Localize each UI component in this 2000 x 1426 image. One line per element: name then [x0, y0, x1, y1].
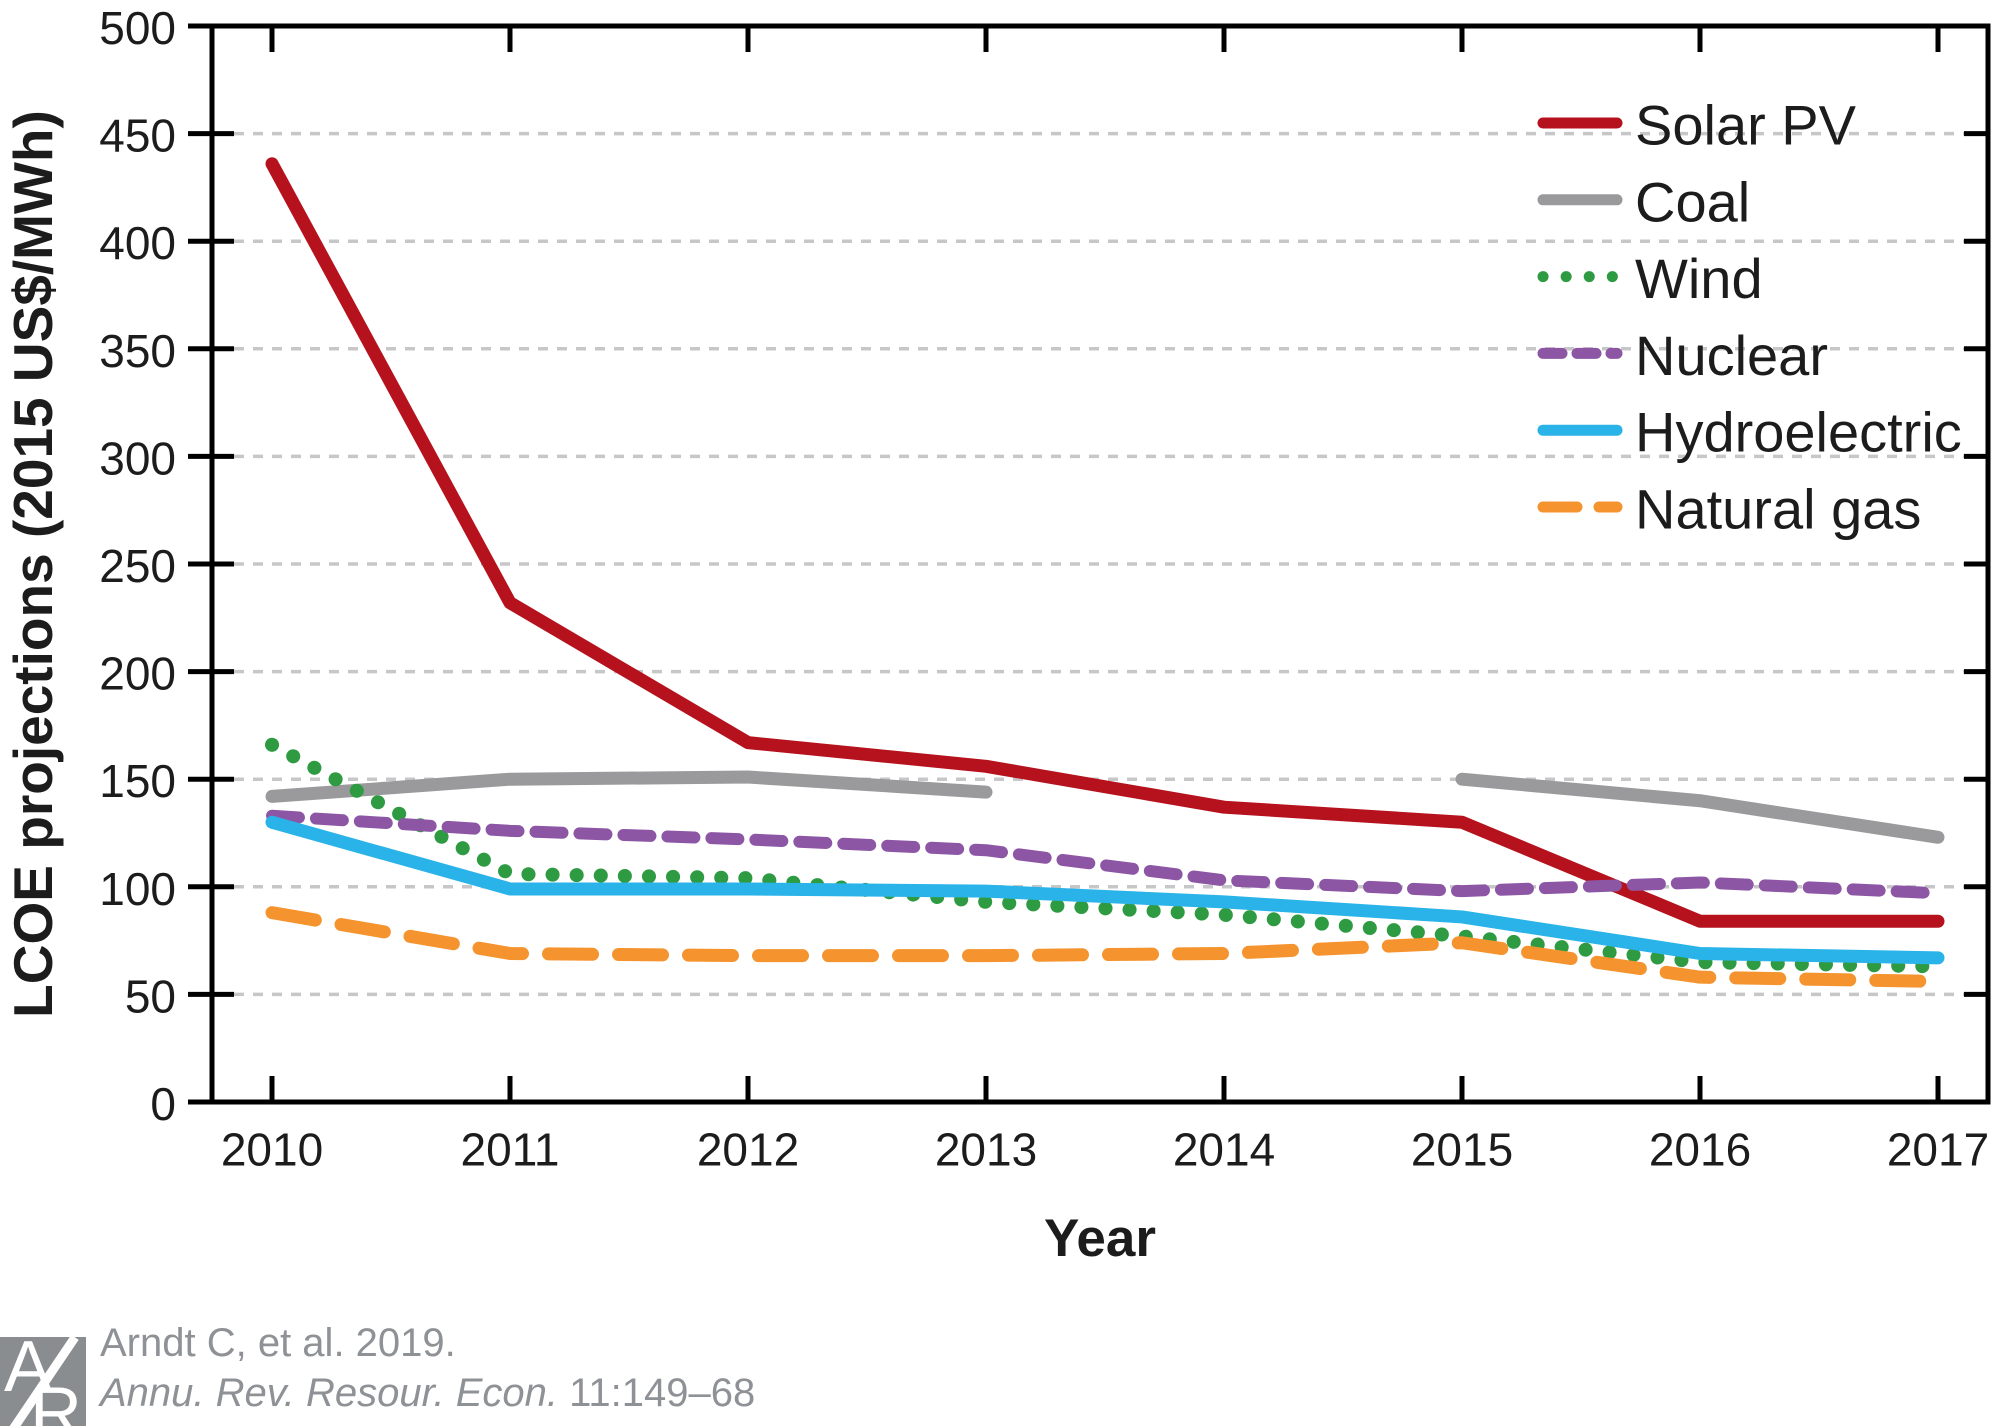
- citation-authors: Arndt C, et al. 2019.: [100, 1321, 456, 1365]
- y-tick-label: 500: [99, 2, 176, 54]
- legend-label-natural-gas: Natural gas: [1635, 478, 1921, 541]
- y-tick-label: 300: [99, 432, 176, 484]
- y-tick-label: 250: [99, 540, 176, 592]
- x-tick-label: 2011: [461, 1124, 560, 1176]
- series-line-coal: [1455, 772, 1945, 844]
- x-axis-title: Year: [1044, 1209, 1156, 1268]
- citation-volume: 11:149–68: [558, 1371, 756, 1415]
- logo-letter-r: R: [30, 1373, 82, 1426]
- y-tick-label: 100: [99, 863, 176, 915]
- series-line-coal: [265, 770, 993, 803]
- x-tick-label: 2012: [697, 1124, 799, 1176]
- y-tick-label: 0: [150, 1078, 176, 1130]
- annual-reviews-logo-icon: A R: [0, 1337, 86, 1426]
- y-tick-label: 350: [99, 325, 176, 377]
- citation-journal: Annu. Rev. Resour. Econ.: [100, 1371, 559, 1415]
- x-tick-label: 2017: [1887, 1124, 1989, 1176]
- series-line-solar-pv: [265, 157, 1945, 928]
- series-line-wind: [265, 737, 1945, 974]
- y-tick-label: 50: [125, 970, 176, 1022]
- y-tick-label: 400: [99, 217, 176, 269]
- logo-letter-a: A: [4, 1337, 53, 1407]
- legend-label-wind: Wind: [1635, 247, 1763, 310]
- y-axis-title: LCOE projections (2015 US$/MWh): [2, 110, 64, 1018]
- series-line-nuclear: [266, 809, 1944, 900]
- legend-label-nuclear: Nuclear: [1635, 324, 1828, 387]
- x-tick-label: 2016: [1649, 1124, 1751, 1176]
- y-tick-label: 150: [99, 755, 176, 807]
- series-line-hydroelectric: [265, 815, 1945, 965]
- x-tick-label: 2010: [221, 1124, 323, 1176]
- y-tick-label: 450: [99, 110, 176, 162]
- x-tick-label: 2014: [1173, 1124, 1275, 1176]
- figure-footer: A R Arndt C, et al. 2019. Annu. Rev. Res…: [0, 1318, 2000, 1426]
- x-tick-label: 2015: [1411, 1124, 1513, 1176]
- legend-label-hydroelectric: Hydroelectric: [1635, 401, 1962, 464]
- citation-source: Annu. Rev. Resour. Econ. 11:149–68: [100, 1368, 755, 1418]
- x-tick-label: 2013: [935, 1124, 1037, 1176]
- legend-label-coal: Coal: [1635, 170, 1750, 233]
- y-tick-label: 200: [99, 648, 176, 700]
- series-line-natural-gas: [265, 906, 1945, 988]
- citation: Arndt C, et al. 2019. Annu. Rev. Resour.…: [100, 1318, 755, 1418]
- legend-label-solar-pv: Solar PV: [1635, 94, 1857, 157]
